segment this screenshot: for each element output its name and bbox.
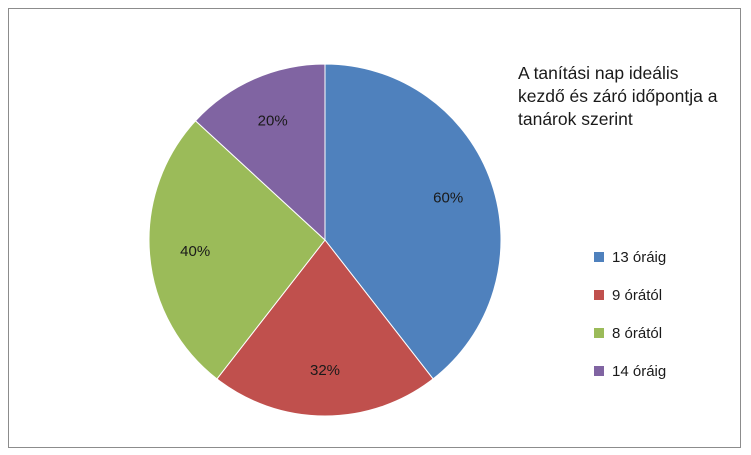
pie-slice xyxy=(324,63,502,380)
legend-item: 13 óráig xyxy=(594,247,666,267)
legend-label: 8 órától xyxy=(612,324,663,342)
slice-label: 60% xyxy=(433,190,463,207)
slice-label: 20% xyxy=(258,113,288,130)
slice-label: 40% xyxy=(180,243,210,260)
legend-item: 9 órától xyxy=(594,285,666,305)
legend-swatch xyxy=(594,290,604,300)
pie-slice xyxy=(194,63,326,242)
legend-swatch xyxy=(594,328,604,338)
pie-slice xyxy=(148,120,326,380)
legend-item: 8 órától xyxy=(594,323,666,343)
legend-swatch xyxy=(594,366,604,376)
legend-swatch xyxy=(594,252,604,262)
pie-slice xyxy=(216,239,434,417)
legend-item: 14 óráig xyxy=(594,361,666,381)
legend-label: 9 órától xyxy=(612,286,663,304)
chart-title: A tanítási nap ideális kezdő és záró idő… xyxy=(518,63,718,129)
legend-label: 13 óráig xyxy=(612,248,667,266)
legend-label: 14 óráig xyxy=(612,362,667,380)
slice-label: 32% xyxy=(310,362,340,379)
legend: 13 óráig 9 órától 8 órától 14 óráig xyxy=(594,247,666,399)
